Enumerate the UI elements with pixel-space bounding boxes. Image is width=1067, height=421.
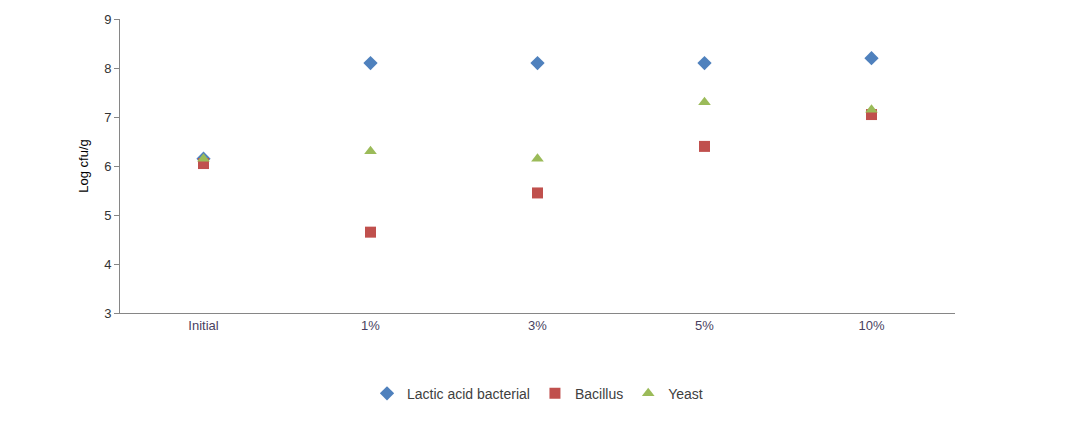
svg-text:Yeast: Yeast: [668, 386, 703, 402]
svg-text:1%: 1%: [361, 318, 380, 333]
svg-text:Bacillus: Bacillus: [575, 386, 623, 402]
svg-text:5%: 5%: [695, 318, 714, 333]
svg-text:3%: 3%: [528, 318, 547, 333]
svg-text:7: 7: [104, 110, 111, 125]
svg-text:9: 9: [104, 12, 111, 27]
svg-text:4: 4: [104, 257, 111, 272]
svg-text:5: 5: [104, 208, 111, 223]
svg-text:6: 6: [104, 159, 111, 174]
svg-text:8: 8: [104, 61, 111, 76]
svg-text:10%: 10%: [858, 318, 884, 333]
svg-text:Log cfu/g: Log cfu/g: [76, 139, 91, 193]
svg-text:Initial: Initial: [188, 318, 218, 333]
svg-text:Lactic acid bacterial: Lactic acid bacterial: [407, 386, 530, 402]
svg-text:3: 3: [104, 306, 111, 321]
